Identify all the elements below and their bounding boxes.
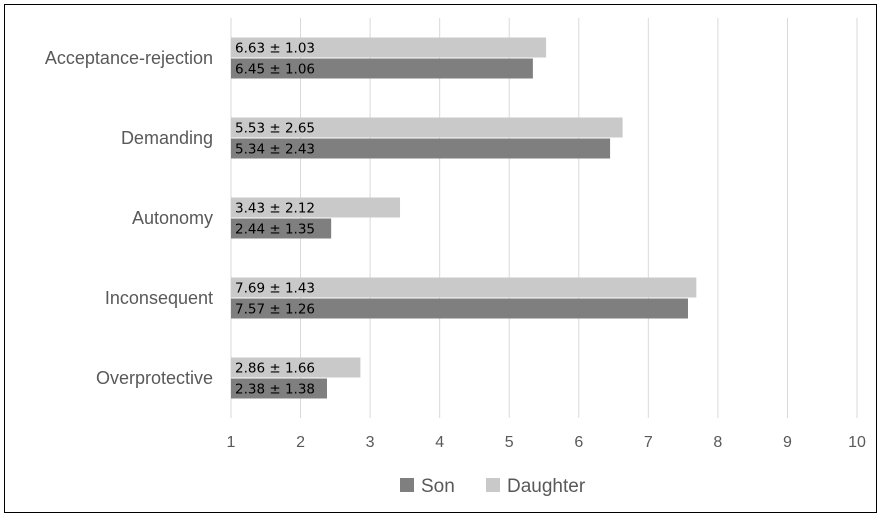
- x-tick-label-5: 5: [505, 434, 514, 451]
- x-tick-labels: 1 2 3 4 5 6 7 8 9 10: [227, 434, 866, 451]
- data-label-daughter-1: 5.53 ± 2.65: [235, 121, 315, 137]
- category-label-3: Inconsequent: [105, 288, 213, 308]
- legend-label-daughter: Daughter: [507, 476, 586, 497]
- data-label-son-3: 7.57 ± 1.26: [235, 302, 315, 318]
- legend-swatch-daughter: [486, 478, 500, 492]
- data-label-son-4: 2.38 ± 1.38: [235, 382, 315, 398]
- x-tick-label-8: 8: [713, 434, 722, 451]
- data-label-daughter-3: 7.69 ± 1.43: [235, 281, 315, 297]
- category-label-2: Autonomy: [132, 208, 213, 228]
- category-labels: Acceptance-rejection Demanding Autonomy Inc…: [45, 48, 213, 388]
- x-tick-label-9: 9: [783, 434, 792, 451]
- legend-label-son: Son: [421, 476, 455, 497]
- data-label-son-0: 6.45 ± 1.06: [235, 62, 315, 78]
- x-tick-label-4: 4: [435, 434, 444, 451]
- category-label-1: Demanding: [121, 128, 213, 148]
- x-tick-label-3: 3: [366, 434, 375, 451]
- legend: Son Daughter: [400, 476, 586, 497]
- data-label-son-2: 2.44 ± 1.35: [235, 222, 315, 238]
- category-label-0: Acceptance-rejection: [45, 48, 213, 68]
- data-label-daughter-0: 6.63 ± 1.03: [235, 41, 315, 57]
- x-tick-label-7: 7: [644, 434, 653, 451]
- data-label-son-1: 5.34 ± 2.43: [235, 142, 315, 158]
- data-label-daughter-4: 2.86 ± 1.66: [235, 361, 315, 377]
- x-tick-label-1: 1: [227, 434, 236, 451]
- x-tick-label-6: 6: [574, 434, 583, 451]
- category-label-4: Overprotective: [96, 368, 213, 388]
- legend-swatch-son: [400, 478, 414, 492]
- x-tick-label-10: 10: [848, 434, 866, 451]
- x-tick-label-2: 2: [296, 434, 305, 451]
- data-label-daughter-2: 3.43 ± 2.12: [235, 201, 315, 217]
